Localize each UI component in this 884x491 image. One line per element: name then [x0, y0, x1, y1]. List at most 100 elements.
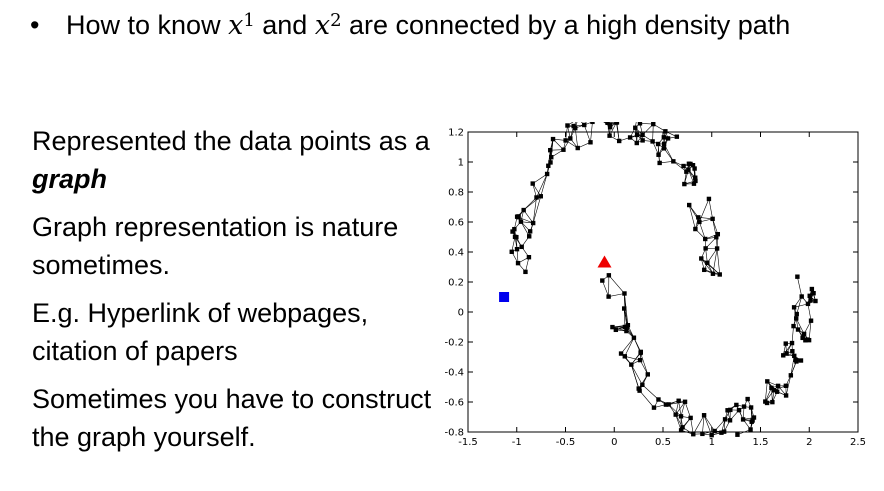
graph-node — [546, 163, 551, 168]
graph-edge — [791, 326, 794, 344]
graph-node — [790, 349, 795, 354]
graph-node — [789, 340, 795, 346]
graph-node — [735, 432, 740, 437]
graph-node — [682, 181, 687, 187]
graph-node — [703, 246, 708, 251]
graph-node — [684, 169, 689, 174]
y-tick-label: 1 — [458, 158, 464, 169]
graph-node — [811, 290, 816, 296]
graph-node — [781, 353, 786, 358]
graph-node — [678, 428, 684, 433]
graph-node — [512, 226, 517, 232]
graph-node — [794, 311, 799, 317]
graph-node — [800, 335, 805, 341]
graph-node — [748, 427, 753, 432]
graph-node — [693, 178, 698, 184]
graph-node — [699, 256, 704, 261]
graph-node — [582, 122, 587, 128]
graph-node — [751, 415, 757, 420]
graph-node — [671, 159, 676, 164]
graph-edge — [574, 128, 579, 149]
graph-edge — [511, 236, 516, 252]
graph-node — [674, 134, 680, 139]
graph-edge — [532, 196, 542, 224]
graph-edge — [688, 169, 695, 184]
graph-node — [571, 123, 576, 129]
graph-node — [693, 175, 698, 180]
graph-node — [638, 349, 644, 355]
graph-edge — [678, 400, 682, 417]
graph-node — [590, 122, 595, 125]
graph-edge — [688, 204, 696, 230]
graph-node — [656, 152, 661, 157]
graph-node — [568, 136, 573, 141]
graph-node — [624, 328, 629, 334]
graph-node — [792, 353, 797, 359]
graph-node — [721, 429, 727, 434]
graph-node — [633, 125, 638, 130]
graph-edge — [764, 381, 768, 402]
graph-edge — [771, 387, 773, 403]
graph-edge — [652, 141, 659, 155]
graph-edge — [631, 364, 643, 385]
graph-node — [550, 136, 556, 142]
graph-node — [563, 138, 568, 143]
graph-edge — [693, 415, 705, 435]
math-x2: x2 — [314, 10, 342, 41]
graph-node — [516, 215, 521, 220]
graph-node — [676, 398, 681, 403]
graph-node — [714, 246, 720, 251]
x-tick-label: 0 — [611, 437, 617, 448]
graph-node — [712, 428, 717, 434]
x-tick-label: 2 — [806, 437, 812, 448]
graph-edge — [808, 320, 812, 341]
graph-node — [530, 181, 535, 186]
graph-edge — [699, 221, 706, 240]
graph-node — [682, 399, 688, 404]
graph-edge — [712, 248, 718, 274]
graph-node — [783, 341, 788, 346]
graph-node — [736, 407, 742, 413]
graph-node — [663, 129, 668, 134]
graph-node — [798, 358, 804, 363]
graph-node — [784, 351, 789, 356]
graph-edge — [796, 296, 802, 315]
graph-node — [624, 324, 630, 329]
graph-edge — [602, 280, 609, 297]
x-tick-label: 0.5 — [655, 437, 671, 448]
graph-node — [527, 229, 533, 234]
graph-edge — [565, 125, 568, 141]
graph-edge — [642, 384, 659, 400]
graph-node — [530, 220, 536, 226]
graph-node — [697, 219, 702, 225]
graph-edge — [532, 173, 548, 184]
graph-node — [600, 278, 605, 283]
graph-node — [618, 351, 624, 356]
graph-edge — [795, 318, 805, 335]
graph-edge — [703, 415, 715, 432]
graph-node — [606, 294, 611, 299]
y-tick-label: 0.4 — [448, 248, 464, 259]
x-tick-label: 1 — [709, 437, 715, 448]
y-tick-label: -0.2 — [444, 338, 464, 349]
graph-node — [813, 298, 818, 304]
graph-node — [616, 138, 622, 144]
graph-node — [518, 219, 524, 224]
graph-node — [805, 301, 811, 307]
graph-node — [637, 122, 643, 126]
graph-node — [710, 271, 716, 276]
graph-node — [645, 372, 650, 377]
emphasis-graph: graph — [32, 164, 108, 194]
graph-node — [678, 414, 684, 419]
graph-node — [703, 236, 708, 242]
graph-node — [705, 260, 710, 265]
graph-edge — [652, 124, 654, 142]
graph-node — [681, 163, 686, 169]
graph-node — [686, 202, 692, 208]
graph-node — [748, 405, 754, 410]
graph-node — [795, 327, 801, 332]
bullet-symbol: • — [30, 10, 40, 40]
graph-node — [665, 136, 671, 141]
graph-node — [575, 145, 580, 151]
graph-edge — [716, 248, 721, 275]
